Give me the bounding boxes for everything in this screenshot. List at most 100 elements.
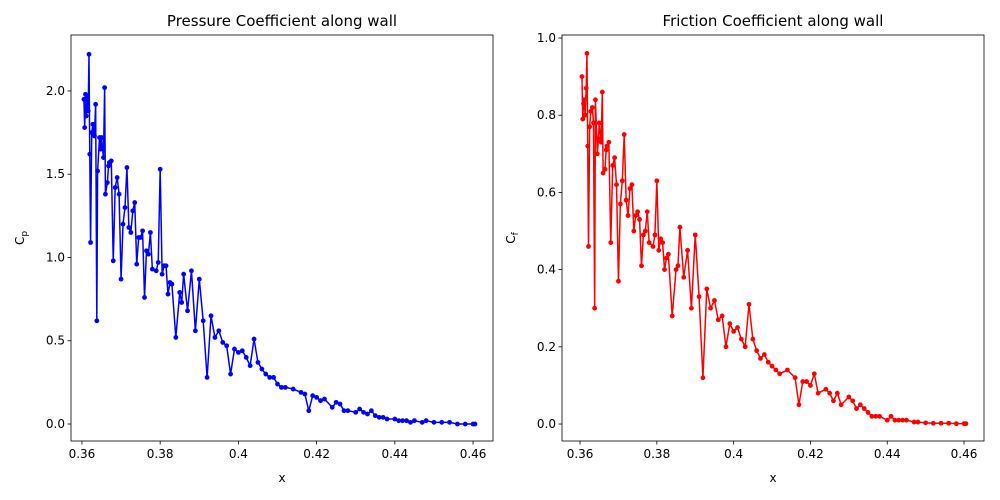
data-point bbox=[153, 268, 159, 274]
data-point bbox=[345, 408, 351, 414]
x-tick-label: 0.36 bbox=[567, 447, 594, 461]
data-point bbox=[696, 294, 702, 300]
data-point bbox=[306, 408, 312, 414]
data-point bbox=[112, 185, 118, 190]
data-point bbox=[298, 389, 304, 395]
data-point bbox=[247, 363, 253, 369]
data-point bbox=[279, 384, 284, 390]
data-point bbox=[142, 295, 147, 300]
data-point bbox=[584, 51, 590, 56]
data-point bbox=[754, 348, 760, 354]
x-tick-label: 0.36 bbox=[69, 447, 96, 461]
data-point bbox=[823, 386, 829, 392]
data-point bbox=[675, 263, 681, 269]
data-point bbox=[173, 335, 179, 340]
data-point bbox=[212, 335, 218, 340]
data-point bbox=[854, 406, 859, 411]
data-point bbox=[582, 112, 588, 118]
data-point bbox=[400, 418, 406, 424]
data-point bbox=[700, 375, 706, 381]
data-point bbox=[404, 418, 409, 424]
data-point bbox=[122, 205, 128, 210]
data-point bbox=[594, 151, 600, 157]
data-point bbox=[82, 125, 88, 130]
data-point bbox=[892, 417, 898, 423]
data-point bbox=[368, 408, 374, 414]
data-point bbox=[600, 170, 606, 176]
data-point bbox=[581, 101, 586, 107]
data-point bbox=[90, 121, 96, 127]
x-tick-label: 0.42 bbox=[303, 447, 330, 461]
data-point bbox=[660, 240, 666, 245]
data-point bbox=[235, 350, 241, 355]
data-point bbox=[333, 399, 339, 405]
data-point bbox=[585, 143, 591, 149]
data-point bbox=[108, 158, 114, 164]
data-point bbox=[884, 417, 890, 423]
data-point bbox=[930, 420, 936, 426]
data-point bbox=[738, 336, 744, 342]
data-point bbox=[599, 89, 605, 95]
data-point bbox=[147, 230, 153, 235]
data-point bbox=[915, 419, 921, 425]
data-point bbox=[579, 74, 585, 80]
data-point bbox=[656, 247, 662, 253]
y-tick-label: 1.0 bbox=[537, 31, 556, 45]
data-point bbox=[583, 85, 589, 91]
data-point bbox=[196, 276, 202, 282]
data-point bbox=[603, 147, 609, 153]
data-point bbox=[708, 305, 714, 311]
data-point bbox=[232, 346, 237, 352]
data-point bbox=[138, 235, 144, 240]
data-point bbox=[208, 313, 214, 319]
data-point bbox=[84, 93, 90, 99]
data-point bbox=[677, 224, 683, 230]
data-point bbox=[337, 401, 343, 407]
data-point bbox=[869, 413, 875, 419]
data-point bbox=[200, 318, 206, 324]
data-point bbox=[157, 166, 163, 172]
data-point bbox=[179, 300, 185, 305]
data-point bbox=[361, 409, 366, 415]
data-point bbox=[81, 96, 87, 102]
y-tick-label: 0.6 bbox=[537, 185, 556, 199]
data-point bbox=[923, 420, 929, 426]
data-point bbox=[95, 168, 100, 174]
data-point bbox=[846, 394, 852, 400]
data-point bbox=[302, 391, 308, 397]
data-point bbox=[692, 232, 698, 238]
data-point bbox=[146, 251, 151, 257]
data-point bbox=[101, 155, 106, 160]
data-point bbox=[588, 108, 594, 114]
data-point bbox=[110, 258, 116, 264]
data-point bbox=[635, 209, 641, 215]
data-point bbox=[314, 394, 320, 400]
axes-frame bbox=[561, 34, 985, 442]
data-point bbox=[392, 416, 398, 422]
data-point bbox=[581, 97, 587, 103]
data-point bbox=[765, 359, 771, 365]
data-point bbox=[87, 151, 93, 157]
y-tick-label: 0.0 bbox=[46, 417, 65, 431]
data-point bbox=[642, 228, 648, 234]
data-point bbox=[742, 344, 748, 350]
data-point bbox=[769, 363, 775, 369]
data-point bbox=[593, 97, 598, 103]
data-point bbox=[263, 371, 269, 377]
data-point bbox=[612, 155, 618, 161]
data-point bbox=[384, 416, 390, 422]
data-point bbox=[118, 276, 124, 282]
data-point bbox=[731, 328, 737, 334]
y-tick-label: 0.2 bbox=[537, 340, 556, 354]
data-point bbox=[181, 271, 187, 277]
x-tick-label: 0.38 bbox=[643, 447, 670, 461]
data-point bbox=[621, 132, 627, 137]
y-tick-label: 0.8 bbox=[537, 108, 556, 122]
data-point bbox=[834, 390, 840, 396]
data-point bbox=[685, 247, 690, 253]
y-tick-label: 0.0 bbox=[537, 417, 556, 431]
chart-title: Pressure Coefficient along wall bbox=[167, 12, 397, 30]
data-point bbox=[163, 263, 169, 269]
data-point bbox=[92, 133, 97, 139]
data-point bbox=[224, 343, 230, 349]
